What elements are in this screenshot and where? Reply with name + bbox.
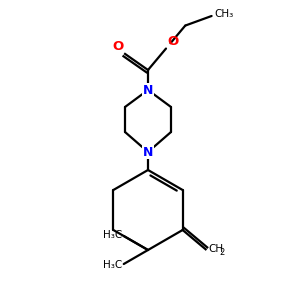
Text: O: O <box>113 40 124 53</box>
Text: N: N <box>143 83 153 97</box>
Text: H₃C: H₃C <box>103 260 122 270</box>
Text: CH: CH <box>208 244 224 254</box>
Text: CH₃: CH₃ <box>214 9 234 19</box>
Text: 2: 2 <box>220 248 225 257</box>
Text: N: N <box>143 146 153 158</box>
Text: H₃C: H₃C <box>103 230 122 240</box>
Text: O: O <box>167 34 178 48</box>
